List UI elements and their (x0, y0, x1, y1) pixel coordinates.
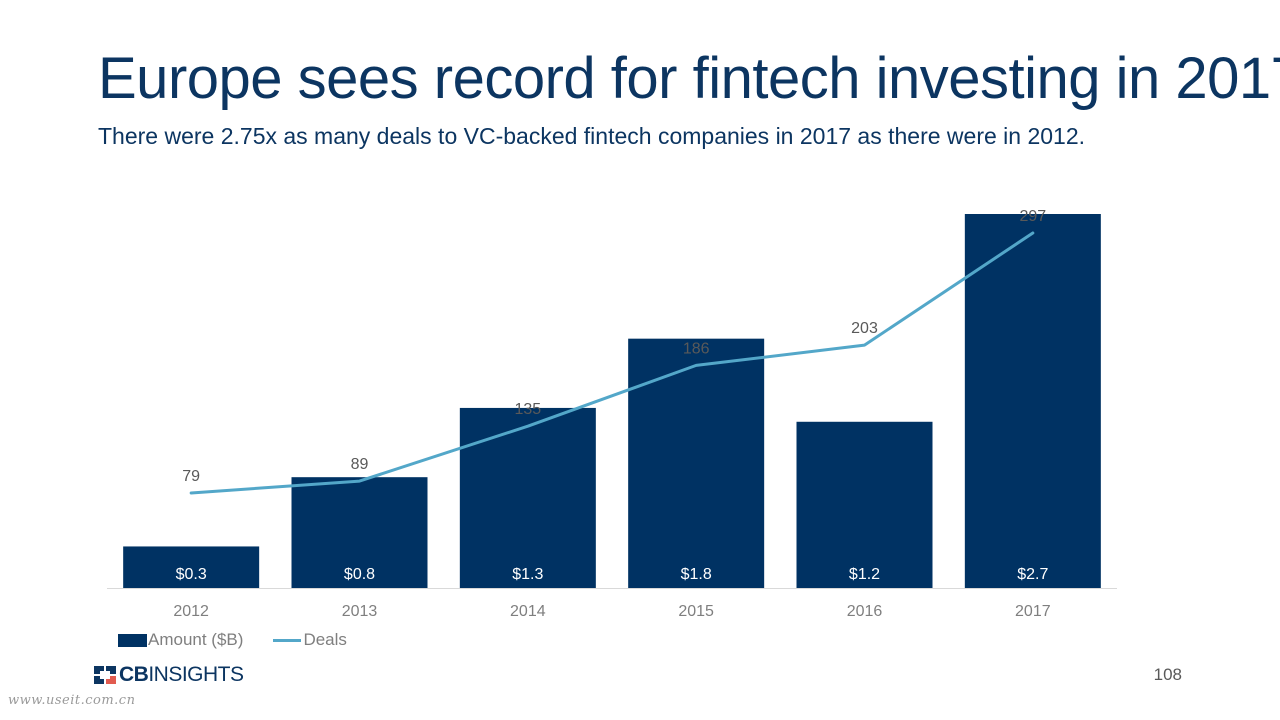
line-series-deals (189, 231, 1035, 495)
bar-2016 (796, 421, 933, 588)
bar-label-2012: $0.3 (176, 566, 207, 583)
bar-2017 (964, 214, 1101, 588)
page-number: 108 (1153, 665, 1182, 684)
line-value-labels: 79 89 135 186 203 297 (182, 208, 1046, 485)
legend-item-deals: Deals (273, 630, 347, 650)
deal-label-2017: 297 (1019, 208, 1046, 225)
bar-label-2015: $1.8 (681, 566, 712, 583)
bar-value-labels: $0.3 $0.8 $1.3 $1.8 $1.2 $2.7 (176, 566, 1049, 583)
x-axis-tick-labels: 2012 2013 2014 2015 2016 2017 (173, 603, 1050, 620)
x-tick-2013: 2013 (342, 603, 378, 620)
legend-label-deals: Deals (303, 630, 347, 649)
x-tick-2015: 2015 (678, 603, 714, 620)
bar-series-amount (123, 214, 1101, 588)
legend-item-amount: Amount ($B) (118, 630, 243, 650)
cbinsights-logo-icon (94, 666, 116, 684)
bar-label-2014: $1.3 (512, 566, 543, 583)
watermark-text: www.useit.com.cn (8, 693, 136, 708)
legend-line-swatch (273, 638, 302, 642)
slide-subtitle: There were 2.75x as many deals to VC-bac… (98, 123, 1086, 149)
deal-label-2015: 186 (683, 340, 710, 357)
bar-2014 (459, 407, 596, 588)
x-tick-2017: 2017 (1015, 603, 1051, 620)
legend-bar-swatch (118, 633, 147, 647)
bar-2015 (628, 338, 765, 588)
logo-text-insights: INSIGHTS (148, 663, 244, 686)
deal-label-2014: 135 (514, 401, 541, 418)
deal-label-2016: 203 (851, 320, 878, 337)
deals-line (189, 231, 1035, 495)
bar-2013 (291, 477, 428, 588)
bar-label-2017: $2.7 (1017, 566, 1048, 583)
x-tick-2014: 2014 (510, 603, 546, 620)
logo-text-cb: CB (119, 663, 149, 686)
x-tick-2016: 2016 (847, 603, 883, 620)
legend-label-amount: Amount ($B) (148, 630, 244, 649)
x-tick-2012: 2012 (173, 603, 209, 620)
bar-2012 (123, 546, 260, 588)
deal-label-2013: 89 (351, 456, 369, 473)
deal-label-2012: 79 (182, 468, 200, 485)
bar-label-2013: $0.8 (344, 566, 375, 583)
slide-title: Europe sees record for fintech investing… (98, 46, 1280, 111)
chart-legend: Amount ($B) Deals (118, 630, 377, 650)
cbinsights-logo: CB INSIGHTS (94, 663, 244, 687)
bar-label-2016: $1.2 (849, 566, 880, 583)
